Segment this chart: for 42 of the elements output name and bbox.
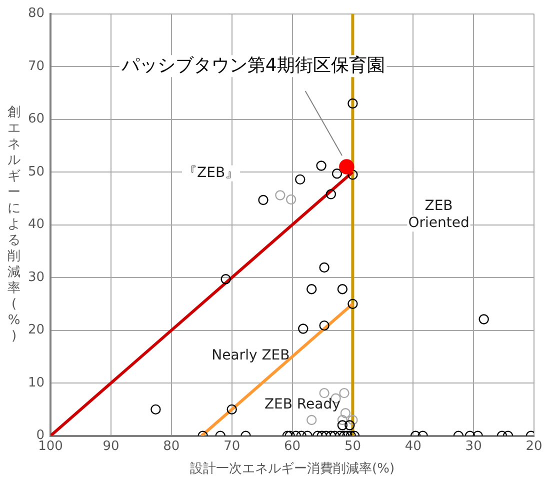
point xyxy=(326,189,336,200)
x-tick-label: 40 xyxy=(404,438,422,454)
point xyxy=(306,284,317,294)
point xyxy=(258,194,268,206)
point xyxy=(220,274,231,284)
annotation: Nearly ZEB xyxy=(212,347,290,364)
y-tick-label: 40 xyxy=(28,217,45,232)
x-tick-label: 60 xyxy=(284,438,301,454)
x-tick-label: 20 xyxy=(526,438,542,454)
annotation: 『ZEB』 xyxy=(183,164,240,181)
x-tick-label: 100 xyxy=(38,438,63,454)
annotation: ZEB Oriented xyxy=(408,198,470,232)
point xyxy=(298,324,308,334)
x-tick-label: 30 xyxy=(465,438,482,454)
point xyxy=(339,159,354,174)
y-tick-label: 70 xyxy=(28,58,45,74)
point xyxy=(275,190,286,200)
text: 創エネルギーによる削減率(%) xyxy=(8,105,20,344)
y-tick-label: 80 xyxy=(28,6,45,22)
y-tick-label: 20 xyxy=(28,322,45,338)
x-axis-title: 設計一次エネルギー消費削減率(%) xyxy=(190,460,395,477)
point xyxy=(319,320,330,331)
point xyxy=(337,284,348,294)
y-tick-label: 50 xyxy=(28,164,45,180)
point xyxy=(316,160,326,171)
x-tick-label: 50 xyxy=(344,438,361,454)
annotation: パッシブタウン第4期街区保育園 xyxy=(120,54,385,76)
point xyxy=(348,98,358,109)
point xyxy=(286,194,296,205)
point xyxy=(332,168,342,179)
point xyxy=(319,262,330,273)
point xyxy=(348,170,358,180)
x-tick-label: 70 xyxy=(224,438,240,454)
y-tick-label: 60 xyxy=(28,112,45,127)
y-tick-label: 30 xyxy=(28,270,45,285)
x-tick-label: 90 xyxy=(102,438,120,454)
annotation: ZEB Ready xyxy=(264,396,340,413)
x-tick-label: 80 xyxy=(163,438,180,454)
point xyxy=(295,174,306,185)
y-tick-label: 10 xyxy=(28,375,45,390)
point xyxy=(478,314,489,324)
point xyxy=(348,298,358,310)
